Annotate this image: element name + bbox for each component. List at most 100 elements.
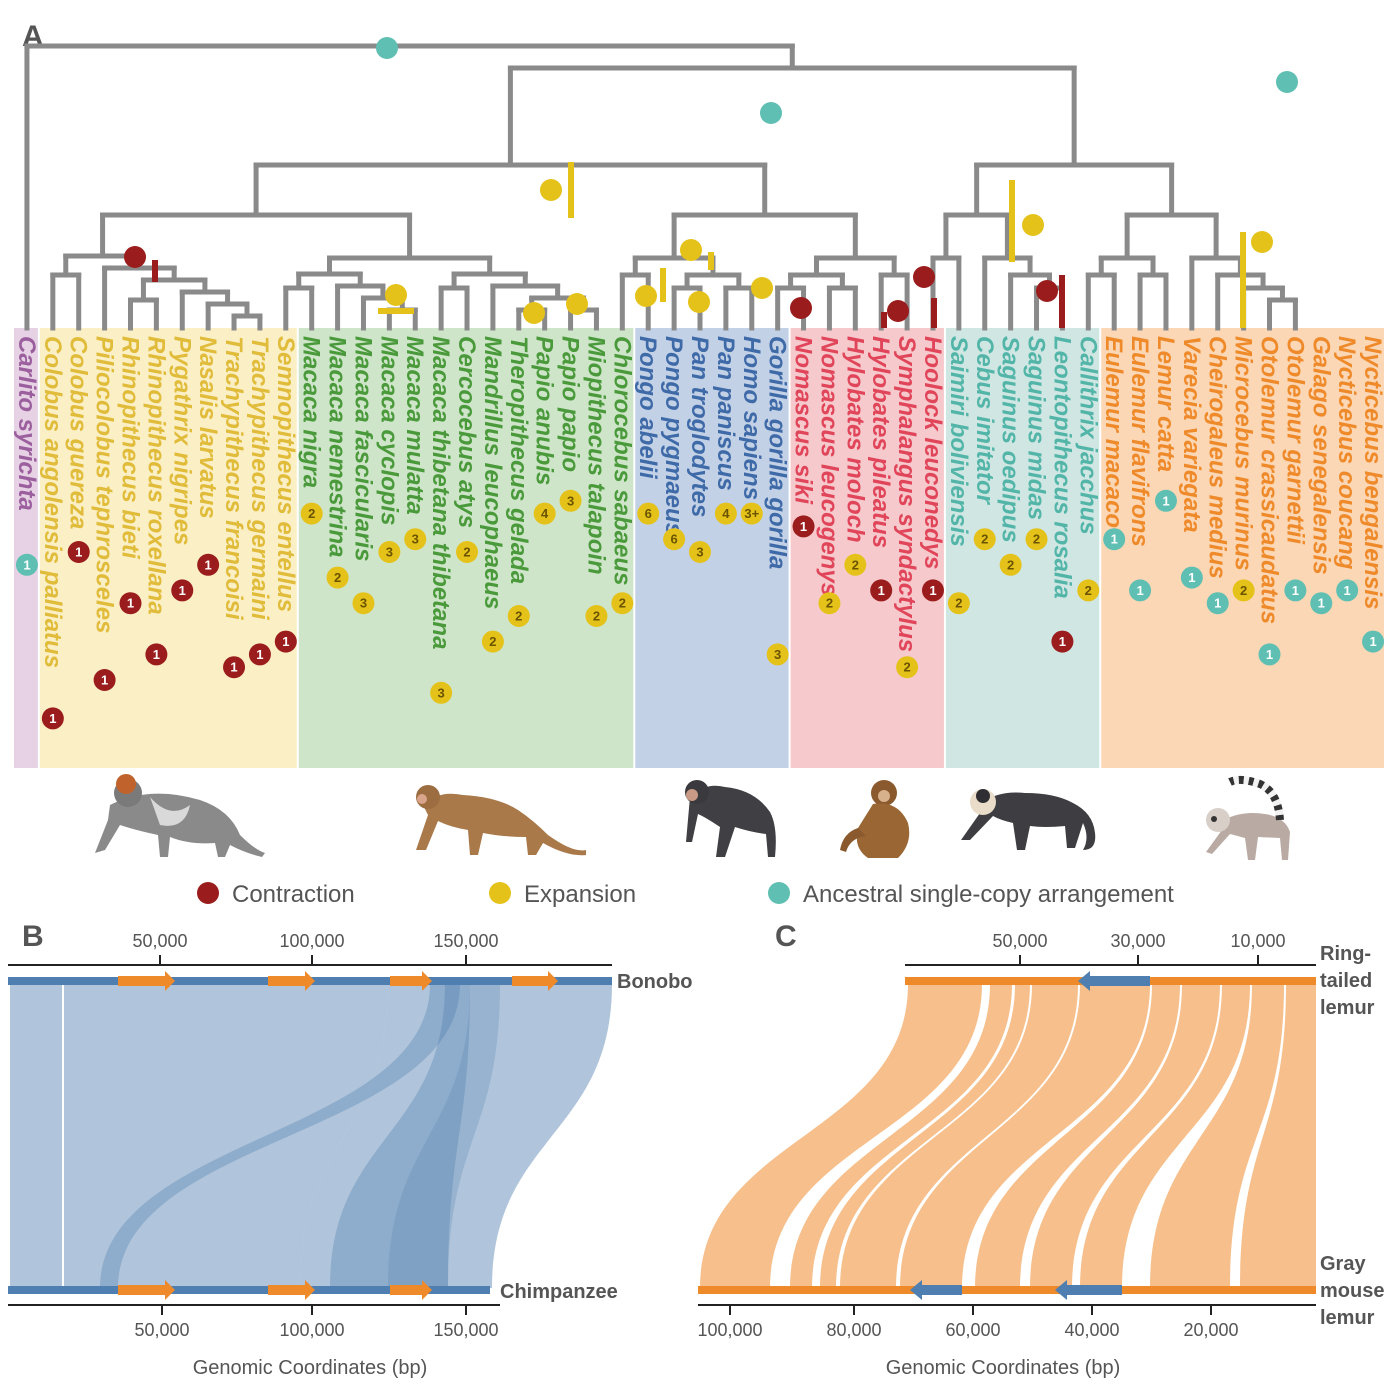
count-badge bbox=[689, 541, 711, 563]
bottom-tick-label: 100,000 bbox=[697, 1320, 762, 1340]
count-badge-label: 1 bbox=[929, 583, 936, 598]
count-badge-label: 2 bbox=[1085, 583, 1092, 598]
gene-arrow bbox=[268, 1280, 315, 1300]
species-labels: Carlito syrichta 1 Colobus angolensis pall… bbox=[13, 336, 1386, 730]
chimpanzee-icon bbox=[685, 780, 776, 857]
count-badge bbox=[1103, 528, 1126, 551]
synteny-ribbon bbox=[64, 984, 388, 1288]
species-label: Piliocolobus tephrosceles bbox=[91, 336, 118, 633]
top-tick-label: 30,000 bbox=[1110, 931, 1165, 951]
count-badge bbox=[197, 553, 220, 576]
count-badge-label: 1 bbox=[1188, 570, 1195, 585]
count-badge-label: 1 bbox=[1344, 583, 1351, 598]
species-label: Theropithecus gelada bbox=[505, 336, 532, 584]
count-badge-label: 1 bbox=[878, 583, 885, 598]
count-badge-label: 1 bbox=[282, 634, 289, 649]
count-badge bbox=[352, 592, 375, 615]
gene-arrow bbox=[512, 971, 558, 991]
ring-tailed-lemur-label: Ring- bbox=[1320, 943, 1371, 965]
count-badge-label: 2 bbox=[852, 557, 859, 572]
species-label: Otolemur crassicaudatus bbox=[1256, 336, 1283, 624]
count-badge bbox=[1232, 579, 1255, 602]
count-badge bbox=[844, 553, 867, 576]
axis-title: Genomic Coordinates (bp) bbox=[193, 1357, 428, 1379]
count-badge bbox=[1129, 579, 1152, 602]
count-badge bbox=[1051, 630, 1074, 653]
count-badge bbox=[481, 630, 504, 653]
expansion-legend-swatch bbox=[489, 882, 511, 904]
species-label: Pan paniscus bbox=[712, 336, 739, 491]
species-label: Macaca nigra bbox=[298, 336, 325, 488]
count-badge-label: 1 bbox=[205, 557, 212, 572]
legend-label: Contraction bbox=[232, 881, 355, 908]
expansion-marker bbox=[680, 239, 702, 261]
species-label: Colobus guereza bbox=[65, 336, 92, 529]
clade-backgrounds bbox=[14, 328, 1384, 768]
gray-mouse-lemur-label: mouse bbox=[1320, 1280, 1384, 1302]
expansion-marker bbox=[523, 302, 545, 324]
count-badge-label: 1 bbox=[1214, 596, 1221, 611]
contraction-marker bbox=[124, 246, 146, 268]
legend-label: Ancestral single-copy arrangement bbox=[803, 881, 1174, 908]
count-badge bbox=[611, 592, 634, 615]
count-badge-label: 1 bbox=[1136, 583, 1143, 598]
count-badge-label: 2 bbox=[903, 660, 910, 675]
gene-arrow bbox=[390, 1280, 432, 1300]
species-label: Hylobates pileatus bbox=[867, 336, 894, 548]
species-label: Pan troglodytes bbox=[686, 336, 713, 517]
bottom-tick-label: 100,000 bbox=[279, 1320, 344, 1340]
species-label: Cercocebus atys bbox=[453, 336, 480, 528]
synteny-ribbon bbox=[1150, 984, 1284, 1288]
species-label: Nycticebus bengalensis bbox=[1359, 336, 1386, 609]
species-label: Colobus angolensis palliatus bbox=[39, 336, 66, 668]
count-badge bbox=[714, 502, 737, 525]
synteny-ribbon bbox=[100, 984, 460, 1288]
synteny-ribbon bbox=[10, 984, 62, 1288]
count-badge-label: 2 bbox=[1033, 532, 1040, 547]
species-label: Pygathrix nigripes bbox=[168, 336, 195, 545]
species-label: Microcebus murinus bbox=[1230, 336, 1257, 571]
count-badge bbox=[1180, 566, 1203, 589]
species-label: Hoolock leuconedys bbox=[919, 336, 946, 569]
species-label: Otolemur garnettii bbox=[1281, 336, 1308, 545]
synteny-ribbon bbox=[700, 984, 982, 1288]
species-label: Miopithecus talapoin bbox=[582, 336, 609, 575]
gene-arrow bbox=[118, 971, 175, 991]
species-label: Macaca nemestrina bbox=[324, 336, 351, 557]
count-badge bbox=[585, 605, 608, 627]
count-badge bbox=[533, 502, 556, 525]
count-badge bbox=[999, 553, 1022, 576]
count-badge-label: 1 bbox=[800, 519, 807, 534]
axis-title: Genomic Coordinates (bp) bbox=[886, 1357, 1121, 1379]
count-badge bbox=[1284, 579, 1307, 602]
species-label: Lemur catta bbox=[1152, 336, 1179, 472]
bottom-tick-label: 50,000 bbox=[134, 1320, 189, 1340]
count-badge bbox=[921, 579, 944, 602]
count-badge bbox=[1154, 489, 1177, 512]
gibbon-icon bbox=[840, 780, 910, 858]
count-badge-label: 1 bbox=[23, 557, 30, 572]
count-badge-label: 2 bbox=[826, 596, 833, 611]
count-badge bbox=[404, 528, 427, 551]
expansion-marker bbox=[751, 277, 773, 299]
species-label: Trachypithecus germaini bbox=[246, 336, 273, 621]
count-badge-label: 3 bbox=[438, 685, 445, 700]
gray-mouse-lemur-label: lemur bbox=[1320, 1307, 1375, 1329]
clade-region bbox=[945, 328, 1100, 768]
species-label: Varecia variegata bbox=[1178, 336, 1205, 533]
species-label: Nomascus siki bbox=[790, 336, 817, 505]
count-badge bbox=[67, 541, 90, 563]
synteny-ribbon bbox=[975, 984, 1180, 1288]
species-label: Nasalis larvatus bbox=[194, 336, 221, 519]
top-tick-label: 10,000 bbox=[1230, 931, 1285, 951]
species-label: Nomascus leucogenys bbox=[815, 336, 842, 596]
gene-arrow bbox=[390, 971, 432, 991]
species-label: Eulemur macaco bbox=[1100, 336, 1127, 528]
species-label: Pongo abelii bbox=[634, 336, 661, 480]
synteny-ribbon bbox=[840, 984, 1078, 1288]
species-label: Leontopithecus rosalia bbox=[1048, 336, 1075, 599]
count-badge-label: 1 bbox=[1059, 634, 1066, 649]
count-badge bbox=[792, 515, 815, 538]
count-badge-label: 1 bbox=[127, 596, 134, 611]
synteny-ribbon bbox=[790, 984, 1012, 1288]
